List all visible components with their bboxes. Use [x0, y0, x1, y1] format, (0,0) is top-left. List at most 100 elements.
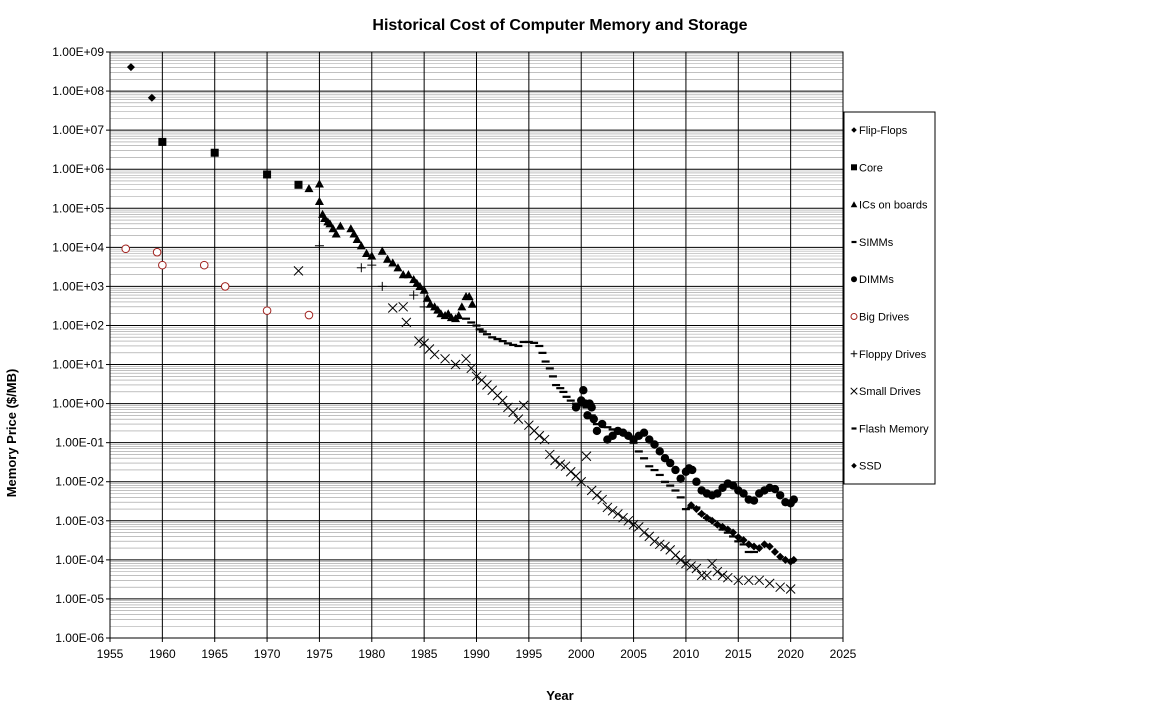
- legend-label: Small Drives: [859, 386, 921, 398]
- data-point: [524, 340, 533, 344]
- data-point: [592, 423, 601, 426]
- data-point: [462, 317, 471, 320]
- legend-marker: [850, 201, 858, 208]
- series-big-drives: [121, 244, 314, 320]
- data-point: [765, 542, 774, 551]
- data-point: [789, 495, 798, 504]
- data-point: [613, 509, 623, 519]
- y-tick-label: 1.00E-05: [55, 592, 104, 606]
- data-point: [592, 426, 602, 436]
- data-point: [608, 428, 617, 431]
- data-point: [367, 260, 377, 270]
- series-dimms: [571, 386, 798, 508]
- chart-title: Historical Cost of Computer Memory and S…: [372, 17, 747, 34]
- data-point: [743, 575, 754, 586]
- data-point: [623, 515, 634, 526]
- data-point: [671, 465, 680, 475]
- legend-marker: [850, 387, 858, 395]
- legend-label: SSD: [859, 461, 882, 473]
- x-tick-label: 2025: [830, 647, 857, 661]
- data-point: [513, 414, 524, 424]
- data-point: [640, 457, 649, 460]
- series-simms: [462, 317, 601, 426]
- data-point: [335, 221, 345, 230]
- data-point: [722, 572, 733, 583]
- data-point: [497, 395, 508, 406]
- data-point: [607, 505, 618, 516]
- x-tick-label: 1975: [306, 647, 333, 661]
- legend: Flip-Flops Core ICs on boards SIMMs DIMMs Big…: [843, 111, 936, 485]
- data-point: [147, 93, 156, 102]
- x-axis: 1955 1960 1965 1970 1975 1980 1985 1990 1995 2000…: [97, 638, 857, 661]
- y-tick-label: 1.00E-01: [55, 436, 104, 450]
- data-point: [639, 527, 649, 538]
- data-point: [770, 547, 779, 556]
- legend-label: DIMMs: [859, 274, 894, 286]
- x-tick-label: 1965: [201, 647, 228, 661]
- legend-marker: [851, 276, 857, 283]
- x-tick-label: 2020: [777, 647, 804, 661]
- data-point: [776, 552, 785, 561]
- y-axis-title: Memory Price ($/MB): [4, 369, 19, 498]
- data-point: [548, 375, 557, 378]
- data-point: [550, 455, 560, 466]
- data-point: [565, 466, 576, 477]
- data-point: [294, 180, 303, 189]
- data-point: [518, 400, 529, 411]
- legend-marker: [850, 350, 858, 358]
- data-point: [126, 63, 135, 72]
- y-tick-label: 1.00E-06: [55, 631, 104, 645]
- data-point: [387, 303, 398, 313]
- data-point: [576, 476, 587, 487]
- y-tick-label: 1.00E+07: [52, 123, 104, 137]
- data-point: [552, 383, 561, 387]
- data-point: [770, 484, 780, 494]
- data-point: [696, 570, 707, 581]
- x-tick-label: 2000: [568, 647, 595, 661]
- data-point: [314, 196, 324, 205]
- data-point: [514, 344, 523, 348]
- data-point: [304, 184, 314, 193]
- data-point: [464, 292, 474, 301]
- x-tick-label: 1985: [411, 647, 438, 661]
- y-tick-label: 1.00E+00: [52, 397, 104, 411]
- x-tick-label: 1970: [254, 647, 281, 661]
- data-point: [545, 367, 554, 370]
- legend-label: Flip-Flops: [859, 125, 908, 137]
- data-point: [650, 440, 659, 449]
- data-point: [688, 465, 697, 475]
- x-tick-label: 1955: [97, 647, 124, 661]
- data-point: [603, 426, 612, 429]
- data-point: [583, 411, 592, 420]
- data-point: [676, 474, 685, 483]
- data-point: [660, 541, 670, 552]
- y-tick-label: 1.00E-03: [55, 514, 104, 528]
- data-point: [419, 285, 429, 294]
- data-point: [707, 558, 717, 569]
- data-point: [717, 570, 728, 581]
- y-tick-label: 1.00E+09: [52, 45, 104, 59]
- data-point: [559, 390, 568, 394]
- data-point: [734, 533, 743, 542]
- data-point: [587, 403, 596, 412]
- data-point: [655, 473, 664, 477]
- data-point: [729, 528, 738, 537]
- data-point: [702, 513, 711, 522]
- data-point: [152, 247, 162, 257]
- y-tick-label: 1.00E+04: [52, 240, 104, 254]
- data-point: [739, 536, 748, 545]
- data-point: [712, 566, 723, 577]
- y-tick-label: 1.00E+03: [52, 279, 104, 293]
- legend-marker: [850, 313, 858, 320]
- series-ssd: [687, 501, 798, 566]
- data-point: [754, 575, 765, 586]
- y-tick-label: 1.00E-02: [55, 475, 104, 489]
- legend-marker: [851, 164, 857, 171]
- data-point: [650, 468, 659, 472]
- data-point: [467, 299, 477, 308]
- data-point: [414, 336, 424, 346]
- data-point: [676, 496, 685, 499]
- x-axis-title: Year: [546, 688, 573, 703]
- x-tick-label: 1980: [358, 647, 385, 661]
- data-point: [556, 387, 565, 390]
